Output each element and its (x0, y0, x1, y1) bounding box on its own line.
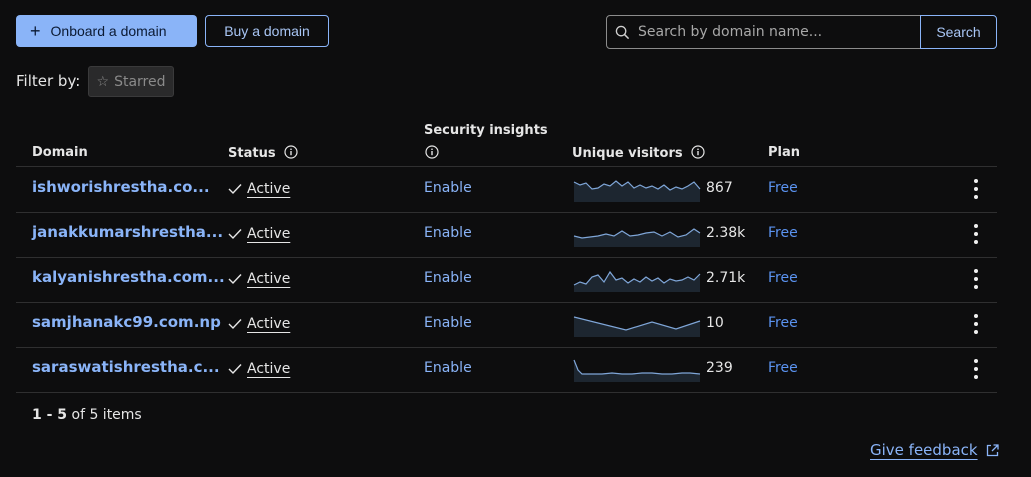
give-feedback-label: Give feedback (870, 441, 978, 459)
search-box (606, 15, 921, 49)
check-icon (228, 184, 242, 195)
domain-link[interactable]: kalyanishrestha.com... (32, 268, 225, 286)
plan-link[interactable]: Free (768, 180, 798, 196)
row-actions-kebab-icon[interactable] (966, 314, 986, 334)
plan-link[interactable]: Free (768, 360, 798, 376)
table-header-divider (16, 166, 997, 167)
info-icon[interactable] (691, 145, 705, 159)
check-icon (228, 364, 242, 375)
domain-link[interactable]: samjhanakc99.com.np (32, 313, 221, 331)
table-row: kalyanishrestha.com... Active Enable 2.7… (16, 257, 997, 303)
enable-security-link[interactable]: Enable (424, 180, 472, 196)
status-text[interactable]: Active (247, 226, 291, 242)
column-header-security: Security insights (424, 123, 548, 138)
enable-security-link[interactable]: Enable (424, 315, 472, 331)
status-cell: Active (228, 361, 290, 377)
give-feedback-link[interactable]: Give feedback (870, 441, 999, 459)
domain-link[interactable]: ishworishrestha.co... (32, 178, 210, 196)
plan-link[interactable]: Free (768, 315, 798, 331)
visitors-sparkline (573, 359, 701, 382)
search-button-label: Search (936, 24, 981, 40)
buy-domain-button[interactable]: Buy a domain (205, 15, 329, 47)
visitors-count: 867 (706, 180, 733, 196)
domain-link[interactable]: janakkumarshrestha... (32, 223, 224, 241)
row-actions-kebab-icon[interactable] (966, 224, 986, 244)
visitors-count: 239 (706, 360, 733, 376)
status-cell: Active (228, 271, 290, 287)
column-header-visitors: Unique visitors (572, 145, 705, 161)
plan-link[interactable]: Free (768, 270, 798, 286)
visitors-sparkline (573, 228, 701, 247)
check-icon (228, 229, 242, 240)
visitors-count: 2.71k (706, 270, 746, 286)
starred-chip-label: Starred (114, 73, 166, 90)
table-row: janakkumarshrestha... Active Enable 2.38… (16, 212, 997, 258)
row-actions-kebab-icon[interactable] (966, 179, 986, 199)
visitors-sparkline (573, 316, 701, 337)
check-icon (228, 274, 242, 285)
info-icon[interactable] (284, 145, 298, 159)
enable-security-link[interactable]: Enable (424, 270, 472, 286)
search-icon (615, 25, 630, 39)
status-text[interactable]: Active (247, 271, 291, 287)
status-text[interactable]: Active (247, 181, 291, 197)
column-header-domain: Domain (32, 145, 88, 160)
domain-link[interactable]: saraswatishrestha.c... (32, 358, 220, 376)
visitors-sparkline (573, 180, 701, 202)
starred-filter-chip[interactable]: ☆ Starred (88, 66, 174, 97)
status-text[interactable]: Active (247, 316, 291, 332)
onboard-domain-button[interactable]: + Onboard a domain (16, 15, 197, 47)
buy-domain-label: Buy a domain (224, 23, 310, 39)
column-header-status: Status (228, 145, 298, 161)
search-button[interactable]: Search (920, 15, 997, 49)
status-header-label: Status (228, 146, 276, 161)
pagination-range: 1 - 5 (32, 407, 68, 423)
visitors-count: 10 (706, 315, 724, 331)
onboard-domain-label: Onboard a domain (50, 23, 167, 39)
visitors-header-label: Unique visitors (572, 146, 683, 161)
enable-security-link[interactable]: Enable (424, 360, 472, 376)
enable-security-link[interactable]: Enable (424, 225, 472, 241)
pagination-summary: 1 - 5 of 5 items (32, 407, 142, 423)
status-cell: Active (228, 181, 290, 197)
visitors-count: 2.38k (706, 225, 746, 241)
star-icon: ☆ (96, 73, 110, 90)
row-actions-kebab-icon[interactable] (966, 269, 986, 289)
row-actions-kebab-icon[interactable] (966, 359, 986, 379)
plus-icon: + (30, 21, 41, 41)
search-input[interactable] (636, 23, 910, 41)
status-text[interactable]: Active (247, 361, 291, 377)
table-row: ishworishrestha.co... Active Enable 867 … (16, 167, 997, 213)
table-row: samjhanakc99.com.np Active Enable 10 Fre… (16, 302, 997, 348)
visitors-sparkline (573, 270, 701, 292)
plan-link[interactable]: Free (768, 225, 798, 241)
table-row: saraswatishrestha.c... Active Enable 239… (16, 347, 997, 393)
external-link-icon (986, 443, 999, 456)
status-cell: Active (228, 226, 290, 242)
column-header-plan: Plan (768, 145, 801, 160)
pagination-suffix: of 5 items (67, 407, 142, 423)
filter-label: Filter by: (16, 72, 81, 90)
info-icon[interactable] (425, 145, 439, 159)
status-cell: Active (228, 316, 290, 332)
check-icon (228, 319, 242, 330)
